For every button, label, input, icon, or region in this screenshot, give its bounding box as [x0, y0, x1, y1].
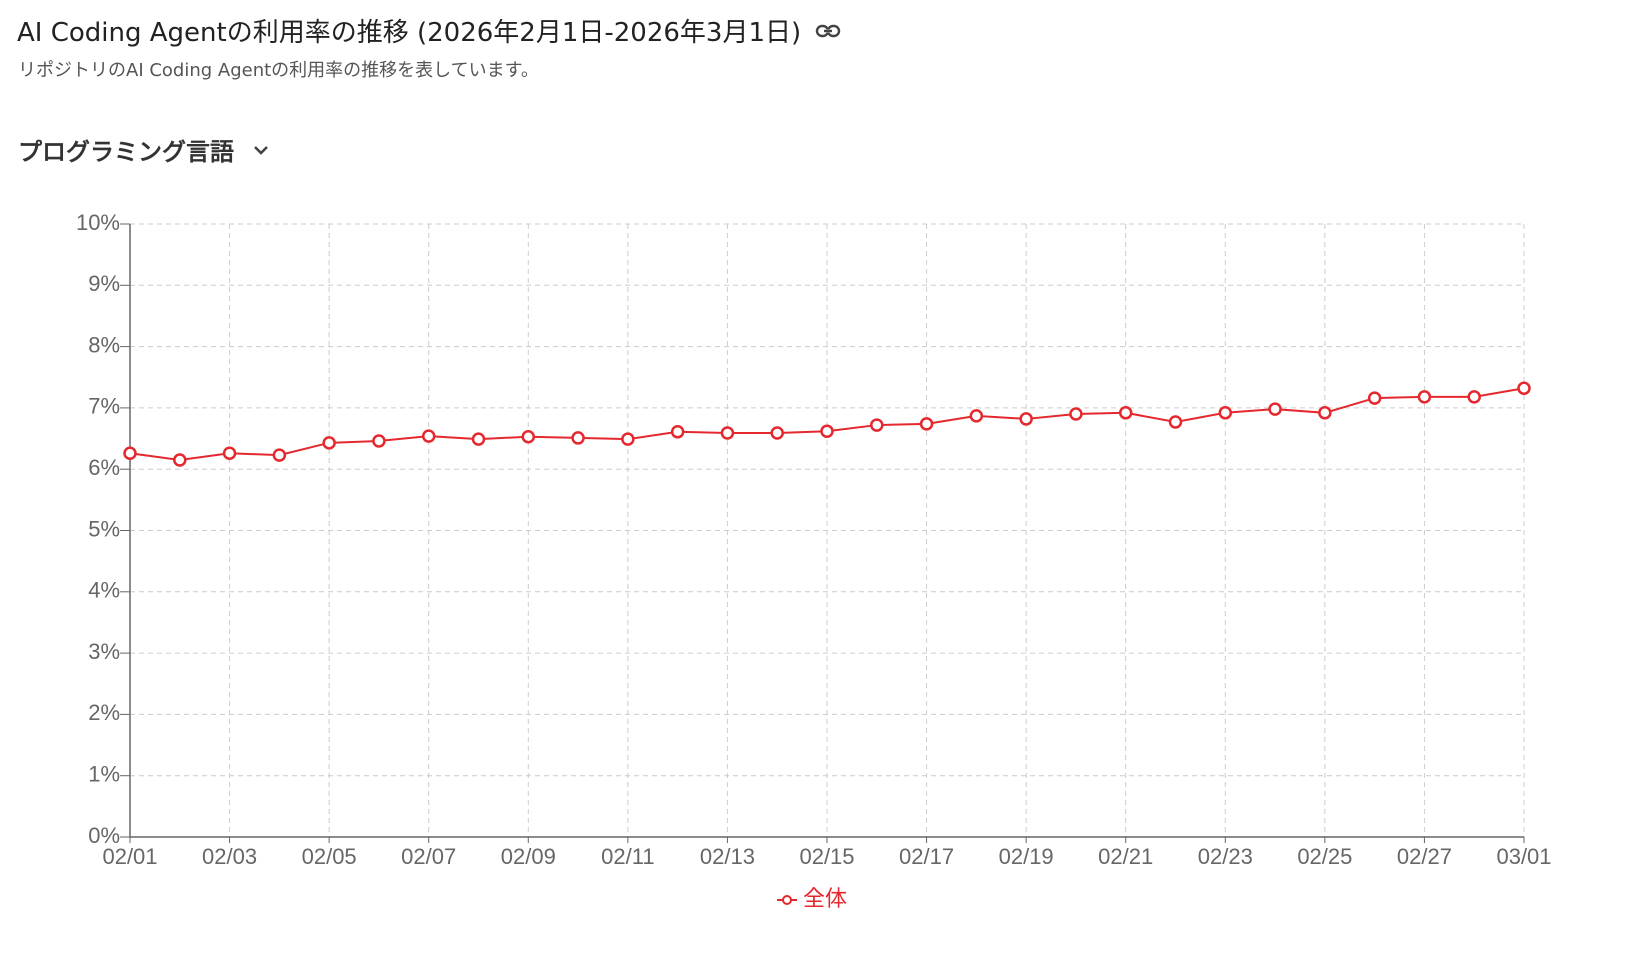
x-tick-label: 02/21 [1098, 844, 1153, 869]
data-point [670, 425, 685, 439]
x-tick-label: 02/03 [202, 844, 257, 869]
data-point [720, 426, 735, 440]
data-point [621, 432, 635, 446]
x-tick-label: 02/05 [302, 844, 357, 869]
y-tick-label: 0% [88, 823, 120, 848]
title-row: AI Coding Agentの利用率の推移 (2026年2月1日-2026年3… [17, 12, 841, 49]
data-point [372, 434, 386, 448]
data-point [222, 446, 237, 461]
data-point [1019, 412, 1033, 426]
y-tick-label: 2% [88, 700, 120, 725]
y-tick-label: 4% [88, 578, 120, 603]
x-tick-label: 02/01 [102, 844, 157, 869]
data-point [173, 453, 187, 467]
legend-marker [782, 895, 792, 905]
y-tick-label: 1% [88, 762, 120, 787]
data-point [1517, 381, 1531, 396]
legend-label: 全体 [803, 886, 847, 911]
x-tick-label: 02/13 [700, 844, 755, 869]
data-point [1118, 406, 1133, 420]
x-tick-label: 02/25 [1297, 844, 1352, 869]
x-tick-label: 02/09 [501, 844, 556, 869]
data-point [1069, 407, 1083, 421]
dropdown[interactable]: プログラミング言語 [18, 132, 270, 167]
y-tick-label: 9% [88, 271, 120, 296]
y-tick-label: 7% [88, 394, 120, 419]
x-tick-label: 02/17 [899, 844, 954, 869]
page-title: AI Coding Agentの利用率の推移 (2026年2月1日-2026年3… [17, 18, 802, 48]
data-point [421, 429, 436, 443]
legend-item: 全体 [777, 886, 847, 911]
data-point [272, 448, 287, 462]
data-point [1467, 390, 1481, 404]
data-point [870, 418, 884, 432]
data-point [1168, 415, 1183, 429]
data-point [471, 432, 486, 446]
data-point [1367, 391, 1382, 405]
data-point [820, 424, 834, 438]
y-tick-label: 8% [88, 332, 120, 357]
data-point [1268, 402, 1282, 416]
y-tick-label: 3% [88, 639, 120, 664]
x-tick-label: 02/15 [799, 844, 854, 869]
x-tick-label: 02/07 [401, 844, 456, 869]
dropdown-label: プログラミング言語 [18, 138, 234, 166]
data-point [322, 436, 336, 450]
data-point [521, 429, 536, 444]
data-point [123, 446, 137, 461]
y-tick-label: 6% [88, 455, 120, 480]
page-subtitle: リポジトリのAI Coding Agentの利用率の推移を表しています。 [18, 60, 539, 81]
data-point [1318, 406, 1332, 420]
data-point [1218, 406, 1233, 420]
link-icon[interactable] [815, 23, 841, 39]
data-point [571, 431, 585, 445]
x-tick-label: 02/23 [1198, 844, 1253, 869]
chevron-icon [254, 145, 268, 155]
data-point [770, 426, 784, 440]
x-tick-label: 02/27 [1397, 844, 1452, 869]
x-tick-label: 02/19 [999, 844, 1054, 869]
data-point [919, 417, 934, 431]
y-tick-label: 10% [76, 210, 120, 235]
data-point [969, 409, 984, 423]
x-tick-label: 02/11 [601, 844, 654, 869]
y-tick-label: 5% [88, 516, 120, 541]
data-point [1417, 390, 1432, 404]
x-tick-label: 03/01 [1496, 844, 1551, 869]
